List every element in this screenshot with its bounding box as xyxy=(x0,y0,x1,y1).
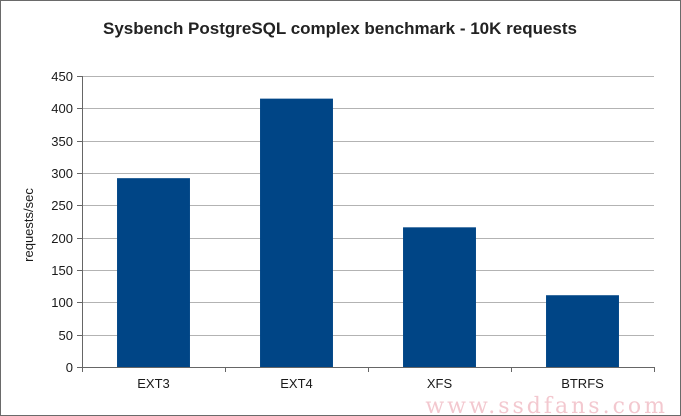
y-tick-label-200: 200 xyxy=(51,231,73,246)
y-tick-label-400: 400 xyxy=(51,101,73,116)
y-axis-label: requests/sec xyxy=(21,188,36,262)
x-tick-label-btrfs: BTRFS xyxy=(561,376,604,391)
bar-btrfs xyxy=(546,295,619,367)
axes: 0 50 100 150 200 250 300 350 400 450 EXT3 EXT4 XFS BT… xyxy=(51,69,655,391)
y-tick-label-50: 50 xyxy=(59,328,73,343)
y-tick-label-300: 300 xyxy=(51,166,73,181)
bar-ext3 xyxy=(117,178,190,367)
bar-ext4 xyxy=(260,98,333,367)
x-tick-label-ext4: EXT4 xyxy=(280,376,313,391)
y-tick-label-0: 0 xyxy=(66,360,73,375)
x-tick-label-xfs: XFS xyxy=(427,376,453,391)
watermark-text: www.ssdfans.com xyxy=(425,394,668,416)
chart-title: Sysbench PostgreSQL complex benchmark - … xyxy=(103,19,577,38)
y-tick-label-150: 150 xyxy=(51,263,73,278)
x-tick-label-ext3: EXT3 xyxy=(137,376,170,391)
y-tick-label-250: 250 xyxy=(51,198,73,213)
y-tick-label-100: 100 xyxy=(51,295,73,310)
bar-xfs xyxy=(403,227,476,367)
y-tick-label-350: 350 xyxy=(51,134,73,149)
y-tick-label-450: 450 xyxy=(51,69,73,84)
bars xyxy=(117,98,619,367)
